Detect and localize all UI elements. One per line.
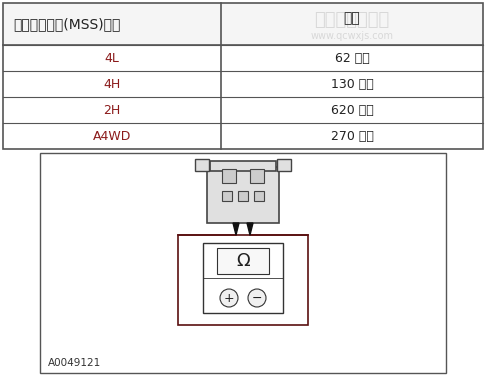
- Circle shape: [220, 289, 238, 307]
- Text: 130 欧姆: 130 欧姆: [330, 78, 373, 90]
- Text: 模式选择开关(MSS)位置: 模式选择开关(MSS)位置: [13, 17, 121, 31]
- Bar: [222, 169, 236, 183]
- Text: www.qcwxjs.com: www.qcwxjs.com: [311, 31, 394, 41]
- Text: 620 欧姆: 620 欧姆: [330, 104, 373, 116]
- Text: 62 欧姆: 62 欧姆: [335, 52, 369, 64]
- Text: +: +: [224, 291, 234, 305]
- Bar: [3, 3, 483, 45]
- Bar: [40, 153, 446, 373]
- Bar: [203, 243, 283, 313]
- Text: 电阻: 电阻: [344, 11, 361, 25]
- Bar: [250, 169, 264, 183]
- Bar: [210, 161, 276, 171]
- Bar: [222, 191, 232, 201]
- Circle shape: [248, 289, 266, 307]
- Bar: [207, 167, 279, 223]
- Text: Ω: Ω: [236, 252, 250, 270]
- Text: 4H: 4H: [104, 78, 121, 90]
- Bar: [195, 159, 209, 171]
- Bar: [238, 191, 248, 201]
- Polygon shape: [247, 223, 253, 235]
- Text: 4L: 4L: [104, 52, 120, 64]
- Text: −: −: [252, 291, 262, 305]
- Bar: [217, 248, 269, 274]
- Bar: [3, 3, 483, 149]
- Text: 汽车维修技术网: 汽车维修技术网: [314, 11, 390, 29]
- Text: 270 欧姆: 270 欧姆: [330, 130, 373, 143]
- Text: 2H: 2H: [104, 104, 121, 116]
- Bar: [277, 159, 291, 171]
- Polygon shape: [233, 223, 239, 235]
- Text: A0049121: A0049121: [48, 358, 101, 368]
- Bar: [178, 235, 308, 325]
- Text: A4WD: A4WD: [93, 130, 131, 143]
- Bar: [254, 191, 264, 201]
